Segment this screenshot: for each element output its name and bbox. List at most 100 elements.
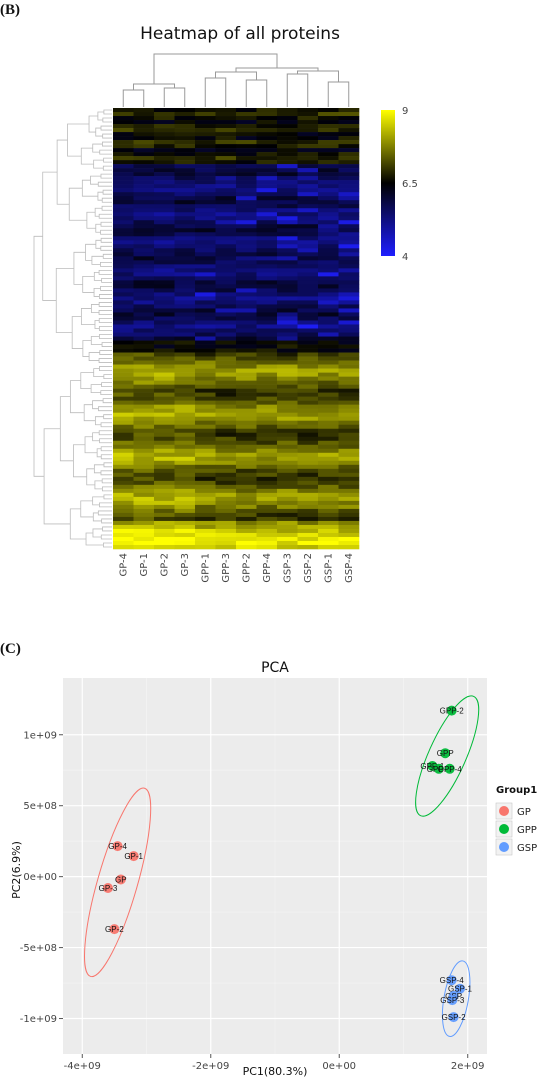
heatmap-cell	[297, 224, 319, 229]
heatmap-cell	[113, 228, 134, 233]
heatmap-cell	[113, 352, 134, 357]
dendrogram-branch	[245, 79, 268, 107]
dendrogram-branch	[42, 171, 58, 301]
heatmap-cell	[256, 264, 278, 269]
heatmap-cell	[297, 272, 319, 277]
heatmap-cell	[277, 360, 298, 365]
heatmap-cell	[113, 112, 134, 117]
heatmap-cell	[133, 480, 155, 486]
heatmap-cell	[318, 204, 339, 209]
heatmap-cell	[256, 504, 278, 510]
heatmap-cell	[133, 504, 155, 510]
heatmap-cell	[277, 320, 298, 325]
heatmap-cell	[215, 176, 237, 181]
dendrogram-branch	[80, 372, 94, 390]
heatmap-cell	[297, 252, 319, 257]
heatmap-cell	[113, 248, 134, 253]
heatmap-cell	[338, 228, 360, 233]
heatmap-cell	[256, 212, 278, 217]
dendrogram-branch	[86, 211, 96, 229]
heatmap-cell	[195, 308, 216, 313]
heatmap-cell	[277, 296, 298, 301]
heatmap-cell	[338, 436, 360, 442]
heatmap-cell	[215, 416, 237, 422]
heatmap-cell	[195, 124, 216, 129]
heatmap-cell	[338, 508, 360, 514]
heatmap-cell	[195, 380, 216, 385]
heatmap-cell	[113, 428, 134, 434]
heatmap-cell	[256, 500, 278, 506]
heatmap-cell	[195, 336, 216, 341]
heatmap-cell	[215, 208, 237, 213]
heatmap-cell	[297, 180, 319, 185]
dendrogram-branch	[92, 512, 102, 522]
heatmap-cell	[277, 536, 298, 542]
heatmap-cell	[236, 484, 257, 490]
dendrogram-branch	[100, 221, 112, 227]
heatmap-cell	[277, 384, 298, 389]
heatmap-cell	[215, 420, 237, 426]
dendrogram-branch	[102, 253, 112, 259]
heatmap-cell	[277, 176, 298, 181]
heatmap-cell	[256, 136, 278, 141]
heatmap-cell	[236, 136, 257, 141]
heatmap-cell	[318, 412, 339, 417]
heatmap-cell	[277, 436, 298, 442]
heatmap-cell	[133, 308, 155, 313]
heatmap-cell	[338, 192, 360, 197]
heatmap-cell	[236, 108, 257, 113]
heatmap-cell	[133, 412, 155, 417]
heatmap-cell	[133, 304, 155, 309]
heatmap-cell	[174, 536, 196, 542]
dendrogram-branch	[82, 340, 92, 357]
heatmap-cell	[174, 184, 196, 189]
heatmap-cell	[174, 384, 196, 389]
heatmap-cell	[338, 172, 360, 177]
x-tick-label: -4e+09	[64, 1061, 101, 1072]
heatmap-cell	[318, 152, 339, 157]
heatmap-cell	[318, 520, 339, 526]
heatmap-cell	[133, 140, 155, 145]
heatmap-cell	[318, 516, 339, 522]
heatmap-cell	[215, 324, 237, 329]
heatmap-cell	[318, 508, 339, 514]
heatmap-cell	[133, 240, 155, 245]
heatmap-cell	[318, 464, 339, 470]
dendrogram-branch	[98, 430, 112, 436]
heatmap-cell	[277, 504, 298, 510]
heatmap-cell	[297, 232, 319, 237]
heatmap-cell	[318, 316, 339, 321]
heatmap-cell	[133, 208, 155, 213]
heatmap-cell	[277, 440, 298, 446]
heatmap-cell	[195, 472, 216, 478]
heatmap-cell	[215, 492, 237, 498]
heatmap-cell	[318, 424, 339, 430]
heatmap-cell	[174, 128, 196, 133]
dendrogram-branch	[96, 448, 102, 458]
dendrogram-branch	[103, 414, 112, 420]
heatmap-cell	[133, 512, 155, 518]
heatmap-cell	[195, 276, 216, 281]
heatmap-cell	[297, 304, 319, 309]
heatmap-cell	[318, 228, 339, 233]
dendrogram-branch	[98, 302, 112, 307]
heatmap-cell	[277, 480, 298, 486]
heatmap-cell	[256, 436, 278, 442]
heatmap-cell	[215, 248, 237, 253]
heatmap-cell	[174, 460, 196, 466]
heatmap-cell	[195, 236, 216, 241]
heatmap-cell	[277, 508, 298, 514]
heatmap-cell	[297, 132, 319, 137]
heatmap-cell	[256, 456, 278, 462]
heatmap-cell	[174, 408, 196, 413]
heatmap-cell	[215, 312, 237, 317]
heatmap-cell	[338, 348, 360, 353]
heatmap-cell	[133, 164, 155, 169]
heatmap-cell	[133, 160, 155, 165]
heatmap-cell	[215, 452, 237, 458]
heatmap-cell	[154, 168, 175, 173]
heatmap-cell	[236, 328, 257, 333]
heatmap-cell	[256, 120, 278, 125]
heatmap-cell	[113, 244, 134, 249]
heatmap-cell	[297, 400, 319, 405]
